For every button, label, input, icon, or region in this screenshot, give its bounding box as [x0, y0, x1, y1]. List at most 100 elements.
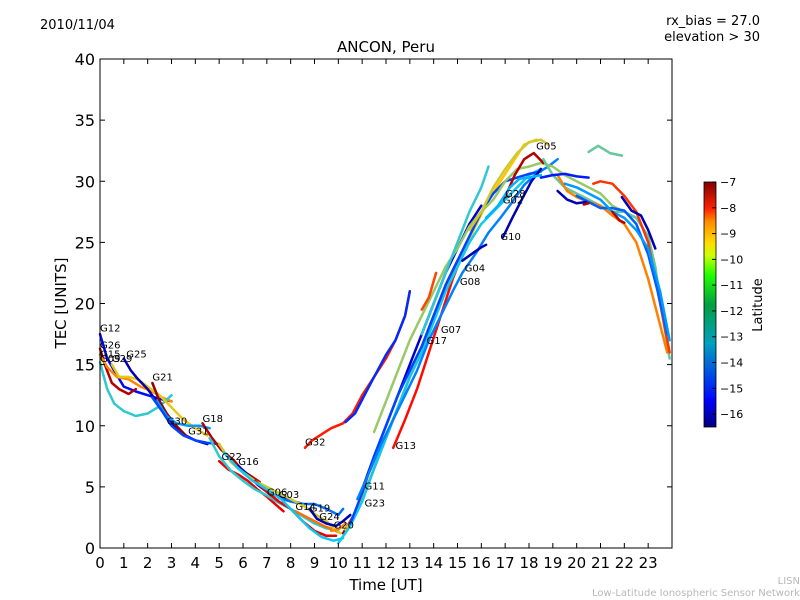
series-G35	[575, 194, 669, 336]
series-G18	[201, 422, 261, 484]
series-G45	[461, 243, 488, 262]
satellite-label-G24: G24	[319, 512, 339, 523]
series-G02	[372, 161, 638, 434]
y-tick-label: 30	[75, 172, 95, 191]
series-G17	[337, 167, 543, 545]
satellite-label-G30: G30	[167, 417, 187, 428]
satellite-label-G14: G14	[295, 502, 315, 513]
series-layer	[98, 138, 671, 545]
satellite-label-G23: G23	[365, 498, 385, 509]
satellite-label-G20: G20	[334, 520, 354, 531]
colorbar-tick-label: −13	[720, 331, 743, 344]
colorbar-label: Latitude	[751, 278, 766, 332]
series-G36	[563, 182, 671, 342]
x-tick-label: 20	[567, 554, 586, 572]
x-tick-label: 17	[496, 554, 515, 572]
x-tick-label: 21	[591, 554, 610, 572]
y-tick-label: 35	[75, 111, 95, 130]
series-G31	[151, 396, 221, 446]
colorbar-tick-label: −14	[720, 357, 743, 370]
satellite-label-G15: G15	[100, 349, 120, 360]
colorbar-tick-label: −9	[720, 228, 736, 241]
series-G30	[155, 400, 211, 430]
credit-long: Low-Latitude Ionospheric Sensor Network	[592, 588, 800, 599]
chart-title: ANCON, Peru	[337, 38, 435, 56]
elevation-label: elevation > 30	[664, 30, 760, 45]
series-G33	[556, 173, 669, 354]
satellite-labels: G12G26G15G09G29G25G21G30G31G18G22G16G06G…	[100, 141, 557, 531]
x-axis: 0 1 2 3 4 5 6 7 8 9 10 11 12 13 14 15 16 17 18 19 20 21 22 23	[95, 59, 658, 572]
satellite-label-G18: G18	[202, 414, 222, 425]
series-G08	[356, 157, 559, 501]
satellite-label-G32: G32	[305, 437, 325, 448]
y-tick-label: 15	[75, 356, 95, 375]
x-tick-label: 1	[119, 554, 129, 572]
satellite-label-G19: G19	[310, 503, 330, 514]
satellite-label-G07: G07	[441, 325, 461, 336]
y-tick-label: 20	[75, 295, 95, 314]
satellite-label-G04: G04	[465, 264, 485, 275]
credit-short: LISN	[777, 576, 800, 587]
y-axis: 0 5 10 15 20 25 30 35 40	[75, 50, 672, 558]
y-tick-label: 10	[75, 417, 95, 436]
settings-info: rx_bias = 27.0 elevation > 30	[664, 14, 760, 46]
x-tick-label: 3	[167, 554, 177, 572]
series-G05	[468, 138, 550, 232]
satellite-label-G28: G28	[505, 189, 525, 200]
x-tick-label: 19	[543, 554, 562, 572]
y-tick-label: 5	[85, 478, 95, 497]
satellite-label-G11: G11	[365, 481, 385, 492]
satellite-label-G13: G13	[396, 441, 416, 452]
satellite-label-G12: G12	[100, 324, 120, 335]
colorbar-tick-label: −10	[720, 253, 743, 266]
series-G32	[303, 290, 412, 450]
x-tick-label: 10	[329, 554, 348, 572]
series-G05b	[420, 165, 490, 336]
x-tick-label: 14	[424, 554, 443, 572]
x-tick-label: 9	[310, 554, 320, 572]
series-G24	[308, 507, 352, 528]
satellite-label-G22: G22	[222, 452, 242, 463]
series-G42	[539, 172, 590, 179]
x-tick-label: 12	[376, 554, 395, 572]
x-tick-label: 0	[95, 554, 105, 572]
colorbar-tick-label: −7	[720, 176, 736, 189]
series-G32b	[344, 290, 412, 424]
x-tick-label: 18	[519, 554, 538, 572]
satellite-label-G26: G26	[100, 341, 120, 352]
colorbar-tick-label: −11	[720, 279, 743, 292]
series-G38	[556, 189, 588, 205]
plot-frame	[99, 58, 673, 549]
colorbar: −7 −8 −9 −10 −11 −12 −13 −14 −15 −16 Latitude	[703, 176, 766, 428]
satellite-label-G08: G08	[460, 277, 480, 288]
y-tick-label: 0	[85, 539, 95, 558]
date-label: 2010/11/04	[40, 18, 115, 33]
x-tick-label: 22	[615, 554, 634, 572]
satellite-label-G29: G29	[112, 354, 132, 365]
x-tick-label: 6	[238, 554, 248, 572]
series-G29	[110, 363, 209, 437]
series-G06	[208, 436, 340, 531]
rx-bias-label: rx_bias = 27.0	[666, 14, 760, 29]
satellite-label-G03: G03	[279, 490, 299, 501]
satellite-label-G02: G02	[503, 195, 523, 206]
x-tick-label: 13	[400, 554, 419, 572]
x-tick-label: 16	[472, 554, 491, 572]
satellite-label-G21: G21	[152, 373, 172, 384]
colorbar-tick-label: −12	[720, 305, 743, 318]
satellite-label-G17: G17	[427, 336, 447, 347]
x-tick-label: 5	[214, 554, 224, 572]
x-tick-label: 11	[353, 554, 372, 572]
colorbar-tick-label: −8	[720, 202, 736, 215]
x-tick-label: 4	[191, 554, 201, 572]
satellite-label-G25: G25	[126, 349, 146, 360]
series-G40	[582, 202, 590, 206]
y-axis-label: TEC [UNITS]	[52, 258, 70, 350]
series-G20	[329, 522, 347, 533]
x-axis-label: Time [UT]	[348, 576, 422, 594]
y-tick-label: 25	[75, 233, 95, 252]
satellite-label-G31: G31	[188, 426, 208, 437]
satellite-label-G09: G09	[100, 354, 120, 365]
colorbar-tick-label: −16	[720, 408, 743, 421]
